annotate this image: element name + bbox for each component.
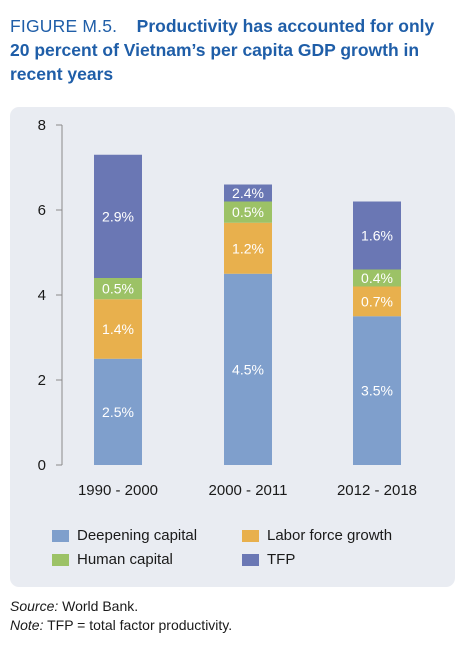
bar-segment [353,286,401,317]
note-text: TFP = total factor productivity. [43,617,233,633]
x-tick-label: 2000 - 2011 [209,482,288,499]
note-line: Note: TFP = total factor productivity. [10,616,456,635]
legend-item: TFP [242,551,295,568]
y-tick-label: 6 [38,202,46,219]
x-tick-label: 1990 - 2000 [78,482,158,499]
y-tick-label: 0 [38,457,46,474]
legend-item: Labor force growth [242,527,392,544]
legend-swatch [52,529,69,542]
bar-segment [353,316,401,465]
stacked-bar-chart: 0 2 4 6 8 2.5% 1.4% 0.5% 2.9% 1990 - 2000 4.5% 1.2%… [38,117,417,499]
data-label: 0.7% [361,293,393,309]
source-text: World Bank. [58,598,139,614]
source-line: Source: World Bank. [10,597,456,616]
legend-swatch [52,553,69,566]
data-label: 2.9% [102,208,134,224]
legend-label: Labor force growth [267,527,393,544]
chart-panel: 0 2 4 6 8 2.5% 1.4% 0.5% 2.9% 1990 - 2000 4.5% 1.2%… [10,107,455,587]
legend-swatch [242,553,259,566]
data-label: 1.6% [361,228,393,244]
legend-swatch [242,529,259,542]
data-label: 4.5% [232,361,264,377]
figure-heading: Productivity has accounted for only 20 p… [10,16,435,84]
source-notes: Source: World Bank. Note: TFP = total fa… [10,597,456,635]
legend-label: TFP [267,551,296,568]
legend-label: Deepening capital [77,527,198,544]
y-tick-label: 8 [38,117,46,134]
data-label: 0.4% [361,270,393,286]
data-label: 0.5% [102,281,134,297]
bar-segment [224,273,272,465]
note-label: Note: [10,617,44,633]
data-label: 2.4% [232,185,264,201]
bar-segment [94,154,142,278]
chart-legend: Deepening capital Labor force growth Human… [10,527,455,582]
bar-segment [224,222,272,274]
bar-segment [353,201,401,270]
data-label: 1.2% [232,240,264,256]
figure-label: FIGURE M.5. [10,16,118,36]
data-label: 0.5% [232,204,264,220]
bar-segment [94,358,142,465]
legend-item: Human capital [52,551,173,568]
bar-segment [94,278,142,300]
bar-segment [94,299,142,359]
figure-title: FIGURE M.5. Productivity has accounted f… [10,14,456,86]
legend-item: Deepening capital [52,527,197,544]
source-label: Source: [10,598,59,614]
data-label: 1.4% [102,321,134,337]
bar-segment [224,184,272,202]
y-tick-label: 4 [38,287,46,304]
bar-segment [353,269,401,287]
data-label: 2.5% [102,404,134,420]
data-label: 3.5% [361,383,393,399]
y-tick-label: 2 [38,372,46,389]
bar-segment [224,201,272,223]
x-tick-label: 2012 - 2018 [337,482,417,499]
legend-label: Human capital [77,551,173,568]
